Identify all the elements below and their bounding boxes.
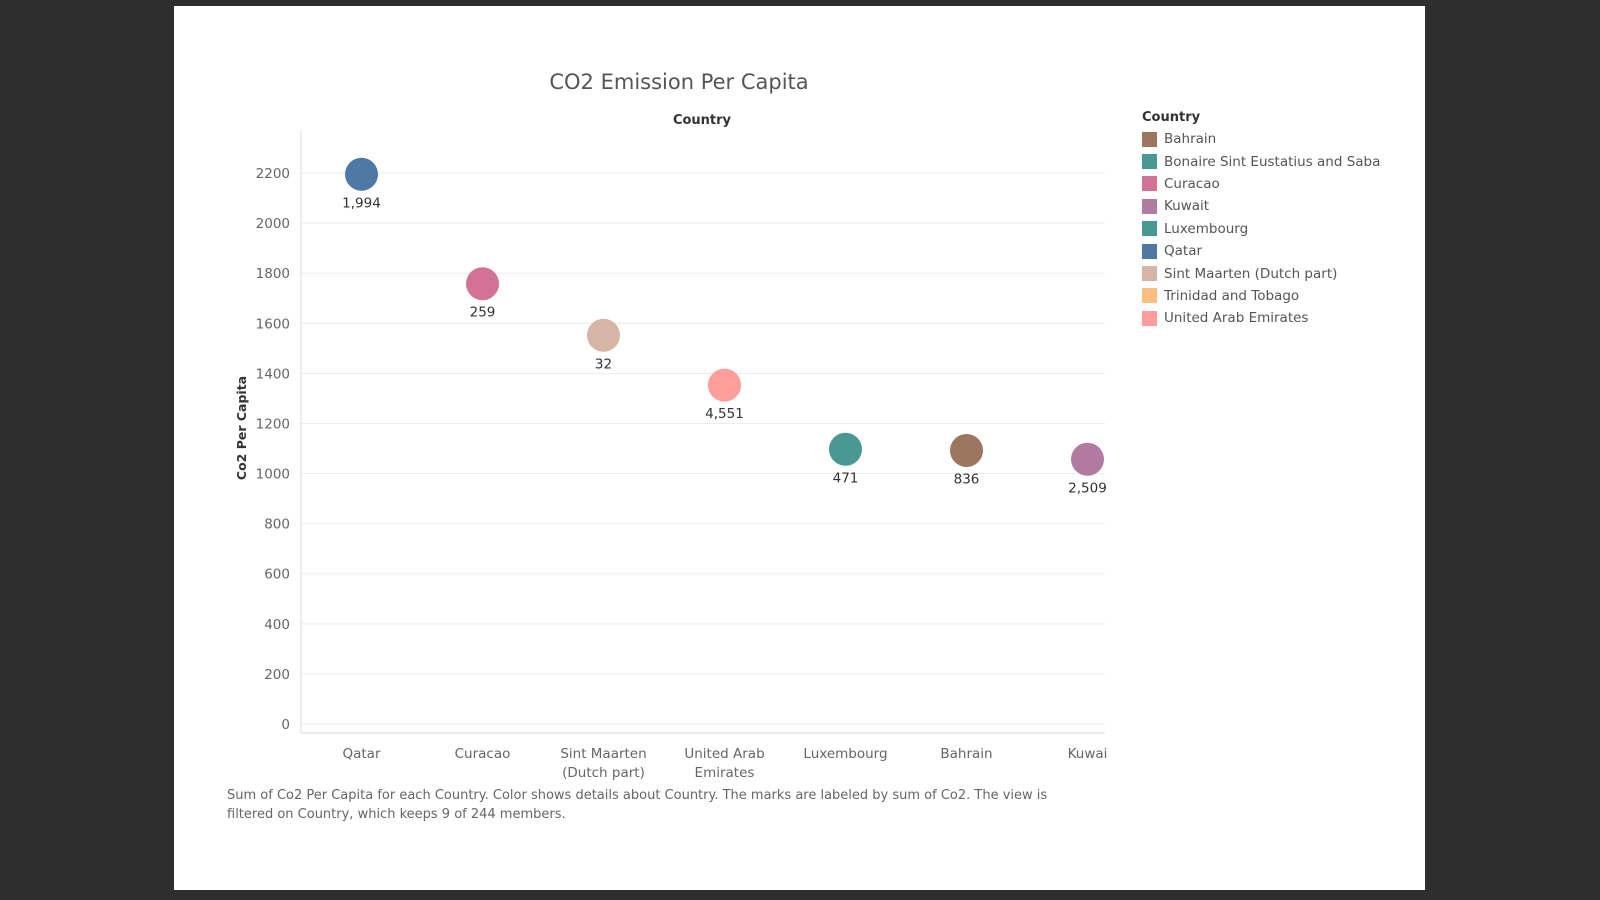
legend-label: Kuwait <box>1164 198 1210 215</box>
legend-item[interactable]: Qatar <box>1142 240 1412 262</box>
chart-title: CO2 Emission Per Capita <box>549 70 808 94</box>
y-tick-label: 2200 <box>256 166 290 182</box>
legend-swatch <box>1142 154 1157 170</box>
y-tick-label: 1000 <box>256 467 290 483</box>
legend-item[interactable]: Bahrain <box>1142 128 1412 150</box>
legend-swatch <box>1142 198 1157 214</box>
legend-label: Bonaire Sint Eustatius and Saba <box>1164 153 1381 170</box>
legend-swatch <box>1142 176 1157 192</box>
data-label: 1,994 <box>342 195 381 211</box>
legend-label: Qatar <box>1164 243 1203 260</box>
scatter-chart: CO2 Emission Per Capita Country Co2 Per … <box>234 70 1107 781</box>
legend-label: Trinidad and Tobago <box>1164 287 1300 304</box>
x-category-label: United Arab <box>684 746 764 762</box>
y-tick-label: 1400 <box>256 366 290 382</box>
legend-item[interactable]: Curacao <box>1142 173 1412 195</box>
y-axis-ticks: 0 200 400 600 800 1000 1200 1400 1600 1800 2000 220… <box>256 166 290 733</box>
y-tick-label: 2000 <box>256 216 290 232</box>
x-category-label: Luxembourg <box>803 746 887 762</box>
column-header: Country <box>673 113 732 128</box>
gridlines <box>300 131 1105 734</box>
legend-item[interactable]: Luxembourg <box>1142 218 1412 240</box>
x-category-label: Emirates <box>695 765 755 781</box>
legend-swatch <box>1142 131 1157 147</box>
y-tick-label: 1600 <box>256 316 290 332</box>
legend-items: Bahrain Bonaire Sint Eustatius and Saba Cu… <box>1142 128 1412 330</box>
x-category-label: Curacao <box>455 746 511 762</box>
x-category-label: Sint Maarten <box>560 746 646 762</box>
y-tick-label: 800 <box>264 517 290 533</box>
data-point[interactable] <box>708 368 741 402</box>
legend-title: Country <box>1142 110 1201 125</box>
y-tick-label: 1200 <box>256 416 290 432</box>
data-points <box>345 157 1104 476</box>
legend-item[interactable]: Kuwait <box>1142 195 1412 217</box>
legend-item[interactable]: Sint Maarten (Dutch part) <box>1142 262 1412 284</box>
data-label: 471 <box>833 470 859 486</box>
y-tick-label: 200 <box>264 667 290 683</box>
legend-item[interactable]: Bonaire Sint Eustatius and Saba <box>1142 150 1412 172</box>
legend-swatch <box>1142 266 1157 282</box>
data-point[interactable] <box>587 318 620 352</box>
y-axis-label: Co2 Per Capita <box>234 376 249 480</box>
x-category-label: Bahrain <box>940 746 992 762</box>
legend-label: Luxembourg <box>1164 220 1249 237</box>
legend-swatch <box>1142 288 1157 304</box>
legend-swatch <box>1142 221 1157 237</box>
y-tick-label: 400 <box>264 617 290 633</box>
x-category-label: Kuwai <box>1068 746 1108 762</box>
legend-label: Sint Maarten (Dutch part) <box>1164 265 1338 282</box>
data-label: 836 <box>954 472 980 488</box>
y-tick-label: 0 <box>281 717 290 733</box>
data-label: 2,509 <box>1068 480 1107 496</box>
x-axis-categories: Qatar Curacao Sint Maarten (Dutch part) Unit… <box>342 746 1107 781</box>
legend-label: United Arab Emirates <box>1164 310 1309 327</box>
data-label: 32 <box>595 356 612 372</box>
legend-label: Bahrain <box>1164 131 1217 148</box>
data-label: 259 <box>470 305 496 321</box>
chart-caption: Sum of Co2 Per Capita for each Country. … <box>227 788 1048 822</box>
data-point[interactable] <box>1071 442 1104 476</box>
x-category-label: Qatar <box>342 746 380 762</box>
data-point[interactable] <box>950 434 983 468</box>
legend: Country Bahrain Bonaire Sint Eustatius an… <box>1142 110 1412 330</box>
dashboard-canvas: CO2 Emission Per Capita Country Co2 Per … <box>174 6 1425 890</box>
data-label: 4,551 <box>705 406 744 422</box>
legend-item[interactable]: Trinidad and Tobago <box>1142 285 1412 307</box>
data-point[interactable] <box>345 157 378 191</box>
legend-label: Curacao <box>1164 175 1220 192</box>
legend-item[interactable]: United Arab Emirates <box>1142 307 1412 329</box>
data-point[interactable] <box>829 432 862 466</box>
legend-swatch <box>1142 243 1157 259</box>
y-tick-label: 600 <box>264 567 290 583</box>
data-labels: 1,994 259 32 4,551 471 836 2,509 <box>342 195 1107 496</box>
legend-swatch <box>1142 310 1157 326</box>
x-category-label: (Dutch part) <box>562 765 645 781</box>
y-tick-label: 1800 <box>256 266 290 282</box>
data-point[interactable] <box>466 267 499 301</box>
